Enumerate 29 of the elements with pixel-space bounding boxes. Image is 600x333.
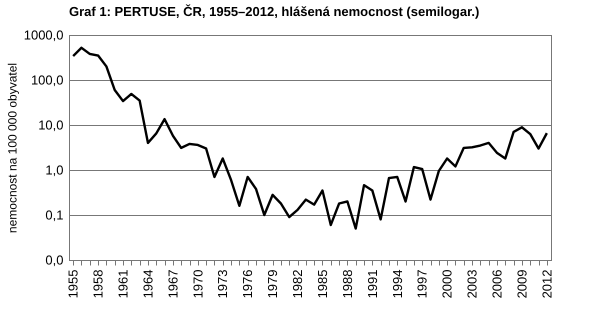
x-tick-label: 1973 bbox=[215, 270, 230, 298]
x-tick-label: 1991 bbox=[364, 270, 380, 298]
y-tick-label: 100,0 bbox=[30, 72, 64, 88]
y-tick-label: 1,0 bbox=[45, 162, 64, 178]
x-tick-label: 1967 bbox=[165, 270, 180, 298]
x-tick-label: 1970 bbox=[190, 270, 206, 298]
x-tick-label: 1997 bbox=[414, 270, 430, 298]
y-tick-label: 0,0 bbox=[45, 252, 64, 268]
y-tick-label: 10,0 bbox=[38, 118, 64, 132]
y-tick-label: 0,1 bbox=[45, 208, 64, 222]
x-tick-label: 2009 bbox=[514, 270, 530, 298]
x-tick-label: 1976 bbox=[240, 270, 256, 298]
x-tick-label: 1961 bbox=[116, 270, 131, 298]
y-tick-label: 1000,0 bbox=[24, 28, 64, 42]
x-tick-label: 1985 bbox=[314, 270, 330, 298]
line-series bbox=[72, 46, 548, 230]
x-tick-label: 1988 bbox=[340, 270, 355, 298]
x-tick-label: 1979 bbox=[265, 270, 280, 298]
chart-title: Graf 1: PERTUSE, ČR, 1955–2012, hlášená nemocnost (semilogar.) bbox=[69, 4, 480, 19]
x-tick-label: 1982 bbox=[290, 270, 306, 298]
x-tick-label: 2006 bbox=[489, 270, 504, 298]
x-tick-label: 2012 bbox=[539, 270, 554, 298]
x-tick-label: 1994 bbox=[390, 270, 405, 298]
x-tick-label: 2000 bbox=[440, 270, 455, 298]
x-tick-label: 2003 bbox=[464, 270, 480, 298]
x-tick-label: 1964 bbox=[140, 270, 156, 298]
x-tick-label: 1958 bbox=[90, 270, 106, 298]
x-tick-label: 1955 bbox=[66, 270, 81, 298]
y-axis-title: nemocnost na 100 000 obyvatel bbox=[6, 62, 20, 234]
